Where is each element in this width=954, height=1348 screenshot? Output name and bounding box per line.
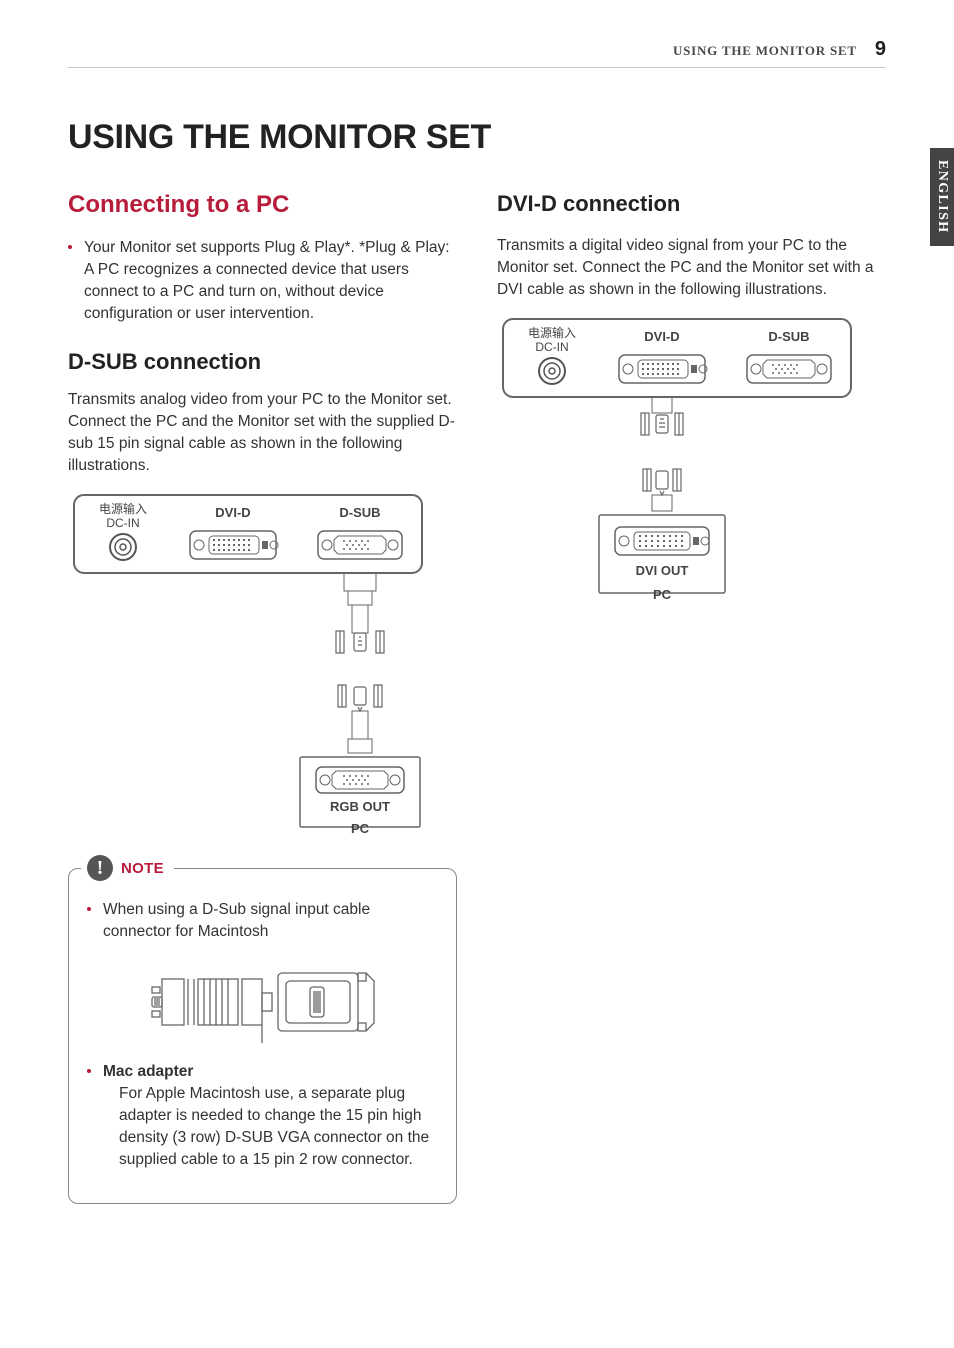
dsub-body-text: Transmits analog video from your PC to t… <box>68 389 457 477</box>
note-bullet-list-2: Mac adapter For Apple Macintosh use, a s… <box>87 1061 438 1171</box>
intro-bullet: Your Monitor set supports Plug & Play*. … <box>68 237 457 325</box>
header-section-title: USING THE MONITOR SET <box>673 43 857 59</box>
svg-text:电源输入: 电源输入 <box>528 325 576 340</box>
pc-label: PC <box>351 821 370 836</box>
dvi-label: DVI-D <box>215 505 250 520</box>
section-connecting-pc: Connecting to a PC <box>68 191 457 219</box>
svg-text:PC: PC <box>653 587 672 602</box>
dcin-cn-label: 电源输入 <box>99 501 147 516</box>
svg-text:DVI OUT: DVI OUT <box>636 563 689 578</box>
dvi-port-icon <box>190 531 278 559</box>
intro-bullet-list: Your Monitor set supports Plug & Play*. … <box>68 237 457 325</box>
svg-text:DVI-D: DVI-D <box>644 329 679 344</box>
page-title: USING THE MONITOR SET <box>68 118 886 157</box>
dsub-connection-diagram: 电源输入 DC-IN DVI-D <box>68 489 457 844</box>
left-column: Connecting to a PC Your Monitor set supp… <box>68 191 457 1204</box>
note-label: ! NOTE <box>81 855 174 881</box>
dsub-label: D-SUB <box>339 505 380 520</box>
svg-text:DC-IN: DC-IN <box>535 340 568 354</box>
note-icon: ! <box>87 855 113 881</box>
dcin-en-label: DC-IN <box>106 516 139 530</box>
note-bullet-mac: Mac adapter For Apple Macintosh use, a s… <box>87 1061 438 1171</box>
note-box: ! NOTE When using a D-Sub signal input c… <box>68 868 457 1204</box>
page-header: USING THE MONITOR SET 9 <box>68 38 886 68</box>
dvid-body-text: Transmits a digital video signal from yo… <box>497 235 886 301</box>
dvid-connection-diagram: 电源输入 DC-IN DVI-D <box>497 313 886 638</box>
two-column-layout: Connecting to a PC Your Monitor set supp… <box>68 191 886 1204</box>
right-column: DVI-D connection Transmits a digital vid… <box>497 191 886 1204</box>
dvid-heading: DVI-D connection <box>497 191 886 217</box>
svg-text:D-SUB: D-SUB <box>768 329 809 344</box>
note-bullet-list: When using a D-Sub signal input cable co… <box>87 899 438 943</box>
mac-adapter-diagram <box>148 957 378 1047</box>
note-label-text: NOTE <box>121 860 164 877</box>
mac-adapter-bold: Mac adapter <box>103 1063 193 1080</box>
dsub-heading: D-SUB connection <box>68 349 457 375</box>
note-bullet-1: When using a D-Sub signal input cable co… <box>87 899 438 943</box>
rgb-out-port-icon <box>316 767 404 793</box>
language-side-tab: ENGLISH <box>930 148 954 246</box>
page-number: 9 <box>875 38 886 61</box>
rgb-out-label: RGB OUT <box>330 799 390 814</box>
mac-adapter-body: For Apple Macintosh use, a separate plug… <box>103 1083 438 1171</box>
dsub-port-icon <box>318 531 402 559</box>
